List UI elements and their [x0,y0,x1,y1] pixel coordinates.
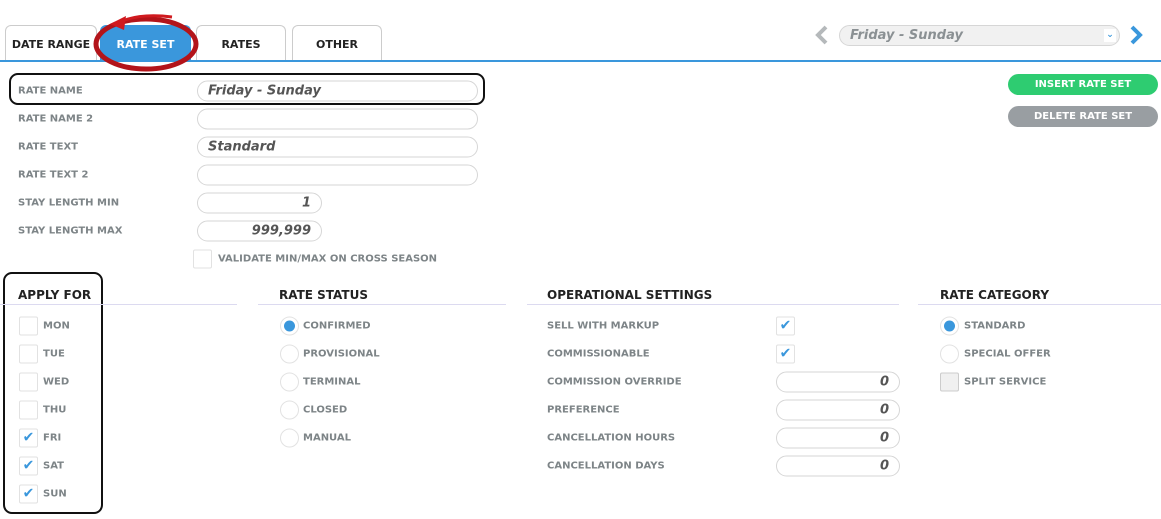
operational-label: PREFERENCE [547,404,620,416]
day-label: MON [43,320,70,332]
status-label: CONFIRMED [303,320,371,332]
split-service-checkbox[interactable] [940,372,959,392]
highlight-rate-name [9,73,485,105]
day-checkbox-tue[interactable] [19,344,38,364]
day-label: SUN [43,488,67,500]
status-radio[interactable] [280,372,299,392]
rate-category-heading: RATE CATEGORY [940,288,1050,302]
validate-label: VALIDATE MIN/MAX ON CROSS SEASON [218,253,438,265]
field-input[interactable] [197,164,478,186]
field-input[interactable]: Standard [197,136,478,158]
tab-other[interactable]: OTHER [292,25,382,62]
day-checkbox-sun[interactable]: ✔ [19,484,38,504]
tab-underline [0,60,1161,62]
status-label: CLOSED [303,404,348,416]
operational-label: COMMISSION OVERRIDE [547,376,682,388]
field-label: STAY LENGTH MAX [18,225,123,237]
day-label: THU [43,404,67,416]
divider [527,304,899,305]
chevron-down-icon: ⌄ [1104,29,1116,42]
selected-rate-set: Friday - Sunday [850,28,963,43]
tab-date-range[interactable]: DATE RANGE [5,25,97,62]
field-input[interactable]: Friday - Sunday [197,80,478,102]
tab-rates[interactable]: RATES [196,25,286,62]
operational-input[interactable]: 0 [776,371,900,393]
field-label: RATE TEXT [18,141,78,153]
day-checkbox-mon[interactable] [19,316,38,336]
validate-checkbox[interactable] [193,249,212,269]
day-label: TUE [43,348,65,360]
day-label: WED [43,376,70,388]
operational-label: COMMISSIONABLE [547,348,650,360]
category-radio[interactable] [940,344,959,364]
tab-rate-set[interactable]: RATE SET [100,25,191,62]
day-checkbox-wed[interactable] [19,372,38,392]
annotation-circle-arrow-icon [93,14,199,72]
operational-checkbox[interactable]: ✔ [776,344,795,364]
operational-input[interactable]: 0 [776,427,900,449]
status-label: MANUAL [303,432,351,444]
field-label: RATE NAME [18,85,83,97]
field-input[interactable]: 1 [197,192,322,214]
day-checkbox-thu[interactable] [19,400,38,420]
divider [258,304,506,305]
operational-label: SELL WITH MARKUP [547,320,660,332]
category-label: STANDARD [964,320,1026,332]
chevron-right-icon[interactable] [1128,25,1144,45]
day-checkbox-sat[interactable]: ✔ [19,456,38,476]
day-label: SAT [43,460,64,472]
field-input[interactable]: 999,999 [197,220,322,242]
status-label: PROVISIONAL [303,348,380,360]
operational-input[interactable]: 0 [776,399,900,421]
status-radio[interactable] [280,400,299,420]
operational-input[interactable]: 0 [776,455,900,477]
highlight-apply-for [3,272,103,514]
divider [0,304,237,305]
divider [918,304,1161,305]
chevron-left-icon[interactable] [814,25,830,45]
operational-label: CANCELLATION HOURS [547,432,676,444]
operational-label: CANCELLATION DAYS [547,460,665,472]
day-checkbox-fri[interactable]: ✔ [19,428,38,448]
apply-for-heading: APPLY FOR [18,288,92,302]
operational-checkbox[interactable]: ✔ [776,316,795,336]
insert-rate-set-button[interactable]: INSERT RATE SET [1008,74,1158,95]
category-radio[interactable] [940,316,959,336]
field-label: STAY LENGTH MIN [18,197,120,209]
status-label: TERMINAL [303,376,361,388]
category-label: SPECIAL OFFER [964,348,1051,360]
status-radio[interactable] [280,316,299,336]
field-input[interactable] [197,108,478,130]
rate-status-heading: RATE STATUS [279,288,368,302]
field-label: RATE TEXT 2 [18,169,89,181]
rate-set-select[interactable]: Friday - Sunday ⌄ [839,25,1120,46]
status-radio[interactable] [280,344,299,364]
status-radio[interactable] [280,428,299,448]
operational-settings-heading: OPERATIONAL SETTINGS [547,288,713,302]
delete-rate-set-button[interactable]: DELETE RATE SET [1008,106,1158,127]
day-label: FRI [43,432,62,444]
split-service-label: SPLIT SERVICE [964,376,1047,388]
field-label: RATE NAME 2 [18,113,94,125]
